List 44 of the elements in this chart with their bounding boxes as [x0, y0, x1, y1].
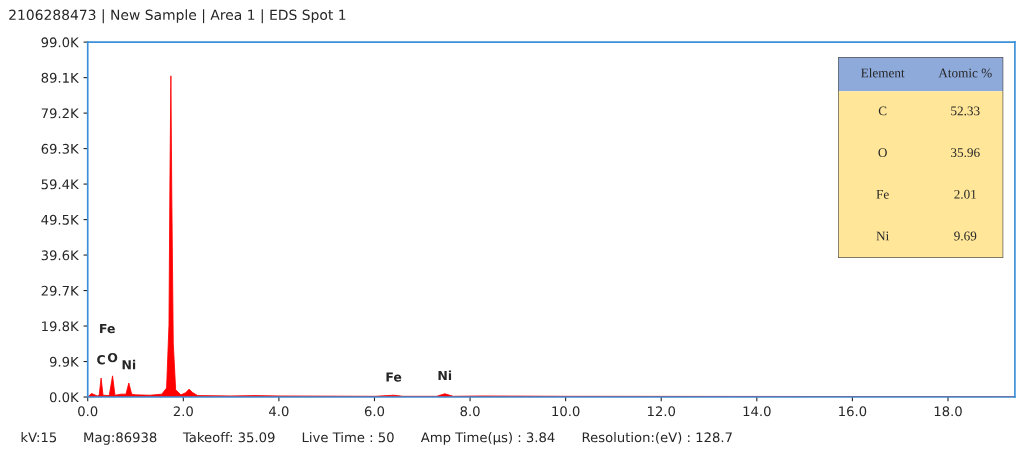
y-tick-label: 39.6K — [41, 250, 79, 261]
annotation: Fe — [386, 372, 402, 382]
y-tick-label: 69.3K — [41, 143, 79, 154]
y-tick-label: 29.7K — [41, 285, 79, 296]
y-tick-label: 59.4K — [41, 179, 79, 190]
y-tick-label: 89.1K — [41, 72, 79, 83]
x-tick-label: 0.0 — [78, 406, 98, 417]
text: kV:15 — [21, 432, 57, 443]
category-label: Fe — [876, 189, 889, 199]
x-tick-label: 2.0 — [173, 406, 193, 417]
annotation: Atomic % — [938, 68, 992, 78]
data-label: 2.01 — [954, 189, 977, 199]
x-tick-label: 16.0 — [839, 406, 867, 417]
text: Mag:86938 — [84, 432, 157, 445]
text: Live Time : 50 — [302, 432, 394, 443]
annotation: Ni — [438, 370, 452, 381]
category-label: C — [878, 106, 887, 116]
y-tick-label: 99.0K — [41, 37, 79, 48]
chart-title: 2106288473 | New Sample | Area 1 | EDS Spot 1 — [9, 9, 346, 24]
y-tick-label: 0.0K — [49, 392, 79, 403]
data-label: 35.96 — [951, 148, 980, 158]
x-tick-label: 10.0 — [552, 406, 580, 417]
text: Resolution:(eV) : 128.7 — [582, 432, 732, 444]
x-tick-label: 4.0 — [269, 406, 289, 417]
y-tick-label: 9.9K — [49, 356, 79, 367]
annotation: Element — [861, 68, 905, 78]
x-tick-label: 8.0 — [460, 406, 480, 417]
x-tick-label: 6.0 — [364, 406, 385, 417]
x-tick-label: 12.0 — [647, 406, 676, 417]
annotation: O — [107, 352, 118, 363]
x-tick-label: 14.0 — [743, 406, 771, 417]
category-label: Ni — [876, 231, 889, 241]
text: Amp Time(µs) : 3.84 — [420, 432, 555, 445]
annotation: Ni — [122, 359, 136, 370]
annotation: Fe — [100, 323, 115, 334]
annotation: C — [97, 355, 105, 365]
text: Takeoff: 35.09 — [182, 432, 275, 443]
y-tick-label: 49.5K — [41, 214, 79, 225]
y-tick-label: 79.2K — [41, 108, 79, 119]
data-label: 52.33 — [951, 106, 980, 116]
data-label: 9.69 — [954, 231, 977, 241]
category-label: O — [878, 148, 887, 158]
y-tick-label: 19.8K — [42, 321, 79, 332]
x-tick-label: 18.0 — [934, 406, 962, 417]
